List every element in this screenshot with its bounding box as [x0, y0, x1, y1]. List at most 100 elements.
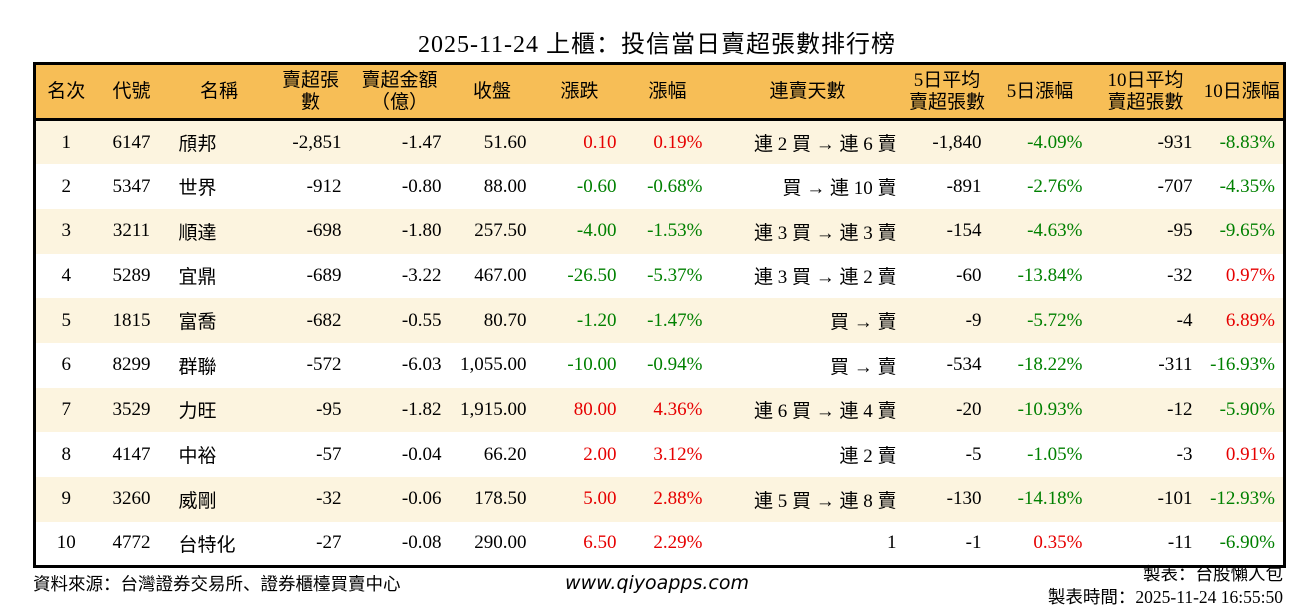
cell-net-sell-volume: -912 [306, 175, 342, 197]
cell-change10-pct: -5.90% [1219, 398, 1275, 420]
author-line: 製表：台股懶人包 [1143, 564, 1283, 584]
cell-change5-pct: -4.09% [1027, 131, 1083, 153]
cell-streak: 買 → 賣 [829, 312, 897, 334]
cell-code: 6147 [112, 131, 151, 153]
column-header-close: 收盤 [449, 63, 535, 120]
column-header-avg5-sell-volume: 5日平均 賣超張數 [904, 63, 990, 120]
cell-avg10-sell-volume: -101 [1157, 488, 1193, 510]
cell-change5-pct: -13.84% [1017, 264, 1083, 286]
cell-change10-pct: -8.83% [1219, 131, 1275, 153]
cell-net-sell-volume: -27 [316, 532, 342, 554]
table-body: 1 6147 頎邦 -2,851 -1.47 51.60 0.10 0.19% 連 2 買 → … [34, 119, 1285, 567]
cell-code: 5289 [112, 264, 151, 286]
cell-close: 178.50 [474, 488, 527, 510]
cell-change: -0.60 [576, 175, 617, 197]
column-header-change5-pct: 5日漲幅 [989, 63, 1091, 120]
cell-net-sell-amount: -1.80 [401, 220, 442, 242]
cell-avg10-sell-volume: -931 [1157, 131, 1193, 153]
table-row: 10 4772 台特化 -27 -0.08 290.00 6.50 2.29% 1 -1 0.35%… [34, 521, 1285, 567]
cell-rank: 2 [61, 175, 72, 197]
cell-name: 中裕 [178, 446, 217, 468]
cell-net-sell-amount: -3.22 [401, 264, 442, 286]
cell-change10-pct: -4.35% [1219, 175, 1275, 197]
cell-net-sell-volume: -698 [306, 220, 342, 242]
cell-change-pct: 2.29% [653, 532, 703, 554]
cell-rank: 6 [61, 354, 72, 376]
cell-streak: 買 → 賣 [829, 356, 897, 378]
column-header-streak: 連賣天數 [710, 63, 905, 120]
cell-change10-pct: 0.91% [1225, 443, 1275, 465]
cell-avg5-sell-volume: -130 [946, 488, 982, 510]
cell-change5-pct: -2.76% [1027, 175, 1083, 197]
cell-avg5-sell-volume: -1 [965, 532, 982, 554]
cell-code: 5347 [112, 175, 151, 197]
cell-change-pct: 3.12% [653, 443, 703, 465]
table-row: 2 5347 世界 -912 -0.80 88.00 -0.60 -0.68% 買 → 連 10… [34, 164, 1285, 209]
cell-name: 宜鼎 [178, 267, 217, 289]
cell-name: 順達 [178, 222, 217, 244]
cell-avg10-sell-volume: -311 [1158, 354, 1193, 376]
cell-change-pct: 4.36% [653, 398, 703, 420]
cell-streak: 連 3 買 → 連 3 賣 [753, 222, 897, 244]
cell-net-sell-amount: -0.55 [401, 309, 442, 331]
ranking-table: 名次 代號 名稱 賣超張數 賣超金額 （億） 收盤 漲跌 漲幅 連賣天數 5日平均 賣超張數 5日漲… [33, 62, 1286, 568]
cell-name: 富喬 [178, 312, 217, 334]
cell-code: 3211 [112, 220, 151, 242]
cell-close: 290.00 [474, 532, 527, 554]
cell-avg5-sell-volume: -534 [946, 354, 982, 376]
cell-close: 467.00 [474, 264, 527, 286]
cell-change: 5.00 [583, 488, 617, 510]
cell-change10-pct: 0.97% [1225, 264, 1275, 286]
cell-code: 8299 [112, 354, 151, 376]
cell-change5-pct: -4.63% [1027, 220, 1083, 242]
cell-rank: 4 [61, 264, 72, 286]
cell-streak: 連 2 買 → 連 6 賣 [753, 134, 897, 156]
cell-avg5-sell-volume: -1,840 [932, 131, 982, 153]
table-row: 7 3529 力旺 -95 -1.82 1,915.00 80.00 4.36% 連 6 買 →… [34, 387, 1285, 433]
column-header-net-sell-amount: 賣超金額 （億） [349, 63, 450, 120]
cell-change5-pct: -1.05% [1027, 443, 1083, 465]
cell-name: 頎邦 [178, 134, 217, 156]
cell-change5-pct: -5.72% [1027, 309, 1083, 331]
cell-rank: 8 [61, 443, 72, 465]
cell-streak: 買 → 連 10 賣 [782, 178, 897, 200]
cell-code: 4772 [112, 532, 151, 554]
cell-net-sell-volume: -95 [316, 398, 342, 420]
cell-avg10-sell-volume: -95 [1167, 220, 1193, 242]
cell-avg10-sell-volume: -12 [1167, 398, 1193, 420]
cell-change: 6.50 [583, 532, 617, 554]
cell-change5-pct: 0.35% [1033, 532, 1083, 554]
cell-net-sell-amount: -0.80 [401, 175, 442, 197]
cell-avg5-sell-volume: -154 [946, 220, 982, 242]
table-row: 8 4147 中裕 -57 -0.04 66.20 2.00 3.12% 連 2 賣 -5 -1.0… [34, 432, 1285, 477]
cell-change: -1.20 [576, 309, 617, 331]
cell-close: 66.20 [483, 443, 527, 465]
cell-code: 1815 [112, 309, 151, 331]
cell-change-pct: -1.53% [647, 220, 703, 242]
cell-close: 80.70 [483, 309, 527, 331]
cell-change-pct: -1.47% [647, 309, 703, 331]
table-row: 1 6147 頎邦 -2,851 -1.47 51.60 0.10 0.19% 連 2 買 → … [34, 119, 1285, 165]
data-source-note: 資料來源：台灣證券交易所、證券櫃檯買賣中心 [33, 574, 401, 594]
cell-avg10-sell-volume: -4 [1176, 309, 1193, 331]
cell-change5-pct: -10.93% [1017, 398, 1083, 420]
cell-net-sell-volume: -689 [306, 264, 342, 286]
column-header-change10-pct: 10日漲幅 [1200, 63, 1285, 120]
cell-name: 力旺 [178, 401, 217, 423]
column-header-code: 代號 [96, 63, 167, 120]
cell-change-pct: 2.88% [653, 488, 703, 510]
cell-name: 世界 [178, 178, 217, 200]
cell-streak: 連 2 賣 [839, 446, 897, 468]
cell-net-sell-volume: -2,851 [292, 131, 342, 153]
table-row: 4 5289 宜鼎 -689 -3.22 467.00 -26.50 -5.37% 連 3 買 … [34, 253, 1285, 299]
cell-net-sell-volume: -57 [316, 443, 342, 465]
cell-streak: 連 3 買 → 連 2 賣 [753, 267, 897, 289]
cell-net-sell-amount: -0.08 [401, 532, 442, 554]
cell-avg10-sell-volume: -32 [1167, 264, 1193, 286]
cell-net-sell-amount: -6.03 [401, 354, 442, 376]
table-row: 9 3260 威剛 -32 -0.06 178.50 5.00 2.88% 連 5 買 → 連 … [34, 477, 1285, 522]
cell-change10-pct: 6.89% [1225, 309, 1275, 331]
page-title: 2025-11-24 上櫃：投信當日賣超張數排行榜 [417, 32, 897, 58]
cell-avg5-sell-volume: -9 [965, 309, 982, 331]
